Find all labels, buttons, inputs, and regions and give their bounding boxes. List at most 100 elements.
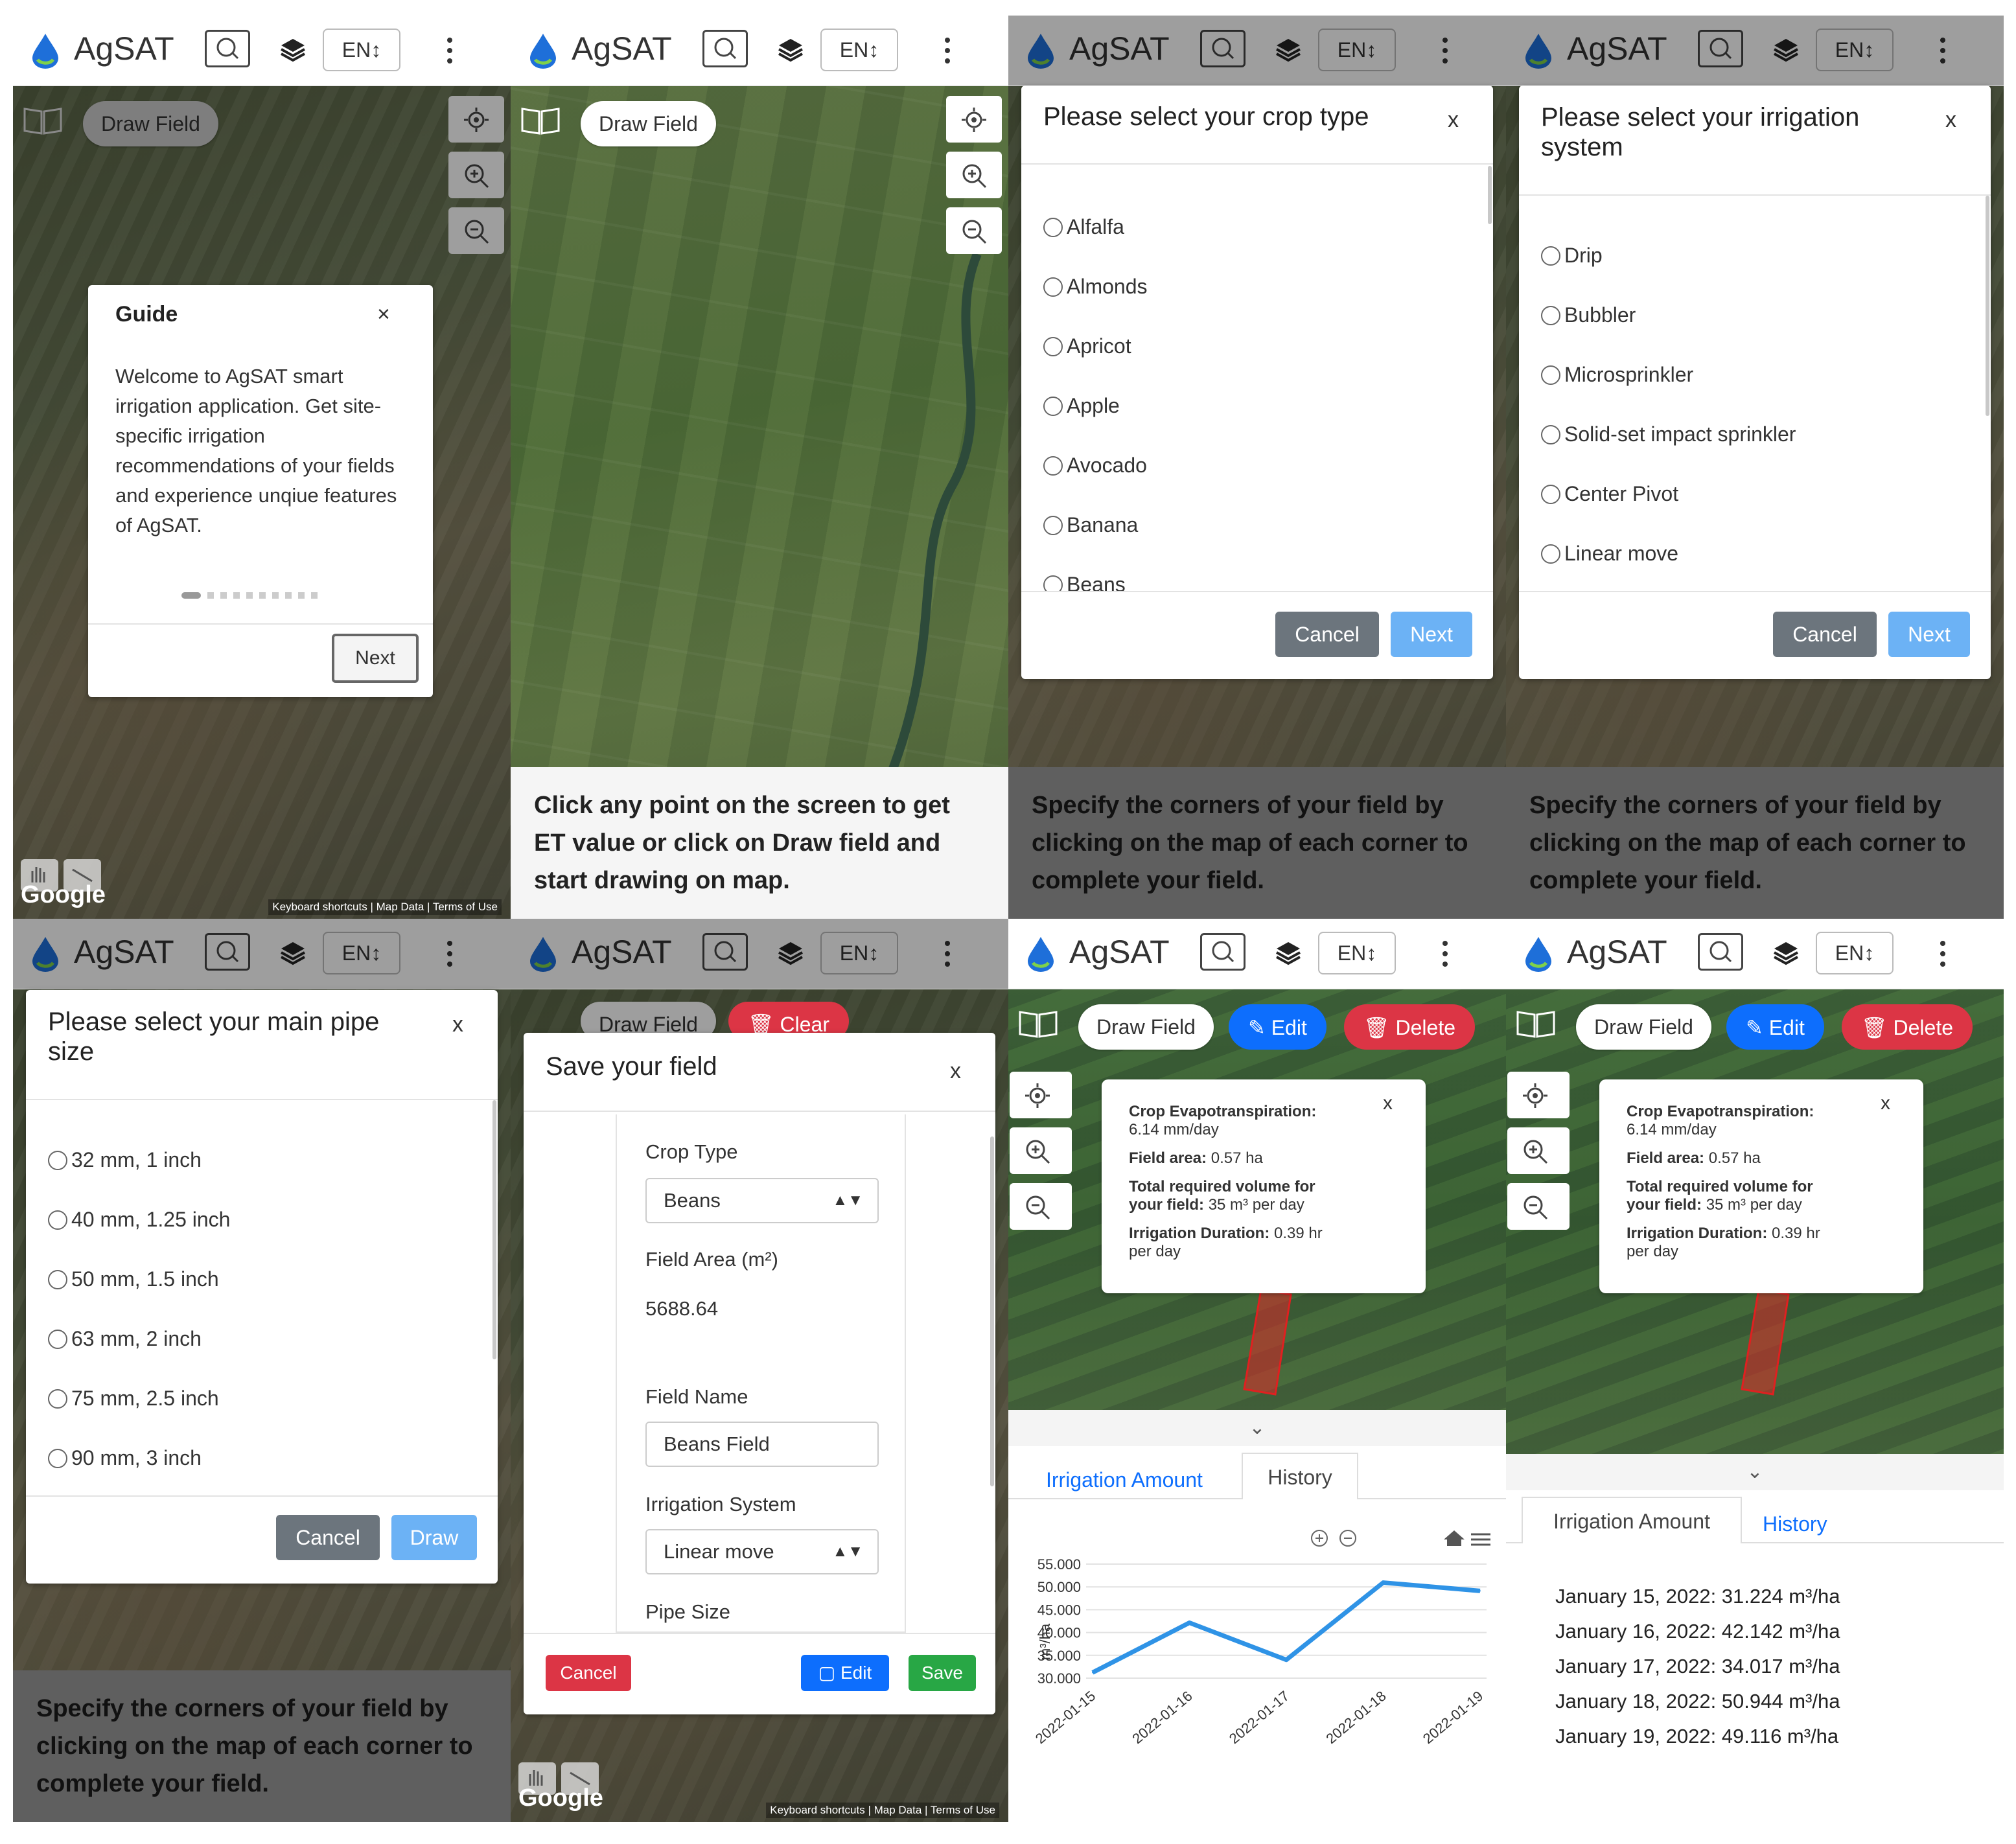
language-select[interactable]: EN↕ (1318, 932, 1396, 974)
zoom-out-button[interactable] (1010, 1183, 1072, 1230)
option-drip[interactable]: Drip (1541, 244, 1603, 268)
option-beans[interactable]: Beans (1043, 573, 1126, 591)
map-footer[interactable]: Keyboard shortcuts | Map Data | Terms of… (268, 899, 502, 915)
popup-close-button[interactable]: x (1881, 1092, 1890, 1114)
irrigation-system-select[interactable]: Linear move ▲▼ (645, 1529, 879, 1574)
modal-close-button[interactable]: x (1945, 108, 1956, 132)
cancel-button[interactable]: Cancel (276, 1515, 380, 1560)
delete-button[interactable]: 🗑 Delete (1344, 1004, 1476, 1050)
search-button[interactable] (205, 30, 250, 67)
language-select[interactable]: EN↕ (1318, 29, 1396, 71)
edit-button[interactable]: ▢ Edit (801, 1655, 889, 1691)
option-center-pivot[interactable]: Center Pivot (1541, 482, 1678, 506)
option-75mm[interactable]: 75 mm, 2.5 inch (48, 1387, 219, 1411)
option-bubbler[interactable]: Bubbler (1541, 303, 1636, 327)
hand-icon[interactable] (518, 1762, 603, 1795)
tab-history[interactable]: History (1763, 1512, 1827, 1536)
cancel-button[interactable]: Cancel (546, 1655, 631, 1691)
locate-button[interactable] (946, 96, 1002, 143)
scrollbar[interactable] (492, 1100, 496, 1359)
option-40mm[interactable]: 40 mm, 1.25 inch (48, 1208, 230, 1232)
crop-type-select[interactable]: Beans ▲▼ (645, 1178, 879, 1223)
layers-icon[interactable] (280, 36, 306, 62)
language-select[interactable]: EN↕ (820, 29, 898, 71)
kebab-menu-icon[interactable] (445, 936, 455, 972)
scrollbar[interactable] (1488, 166, 1492, 224)
option-apricot[interactable]: Apricot (1043, 334, 1131, 358)
home-icon[interactable] (1444, 1530, 1465, 1546)
irrigation-chart[interactable]: 55.000 50.000 45.000 40.000 35.000 30.000 202… (1008, 1512, 1506, 1758)
search-button[interactable] (205, 933, 250, 971)
language-select[interactable]: EN↕ (820, 932, 898, 974)
zoom-in-button[interactable] (946, 152, 1002, 198)
popup-close-button[interactable]: x (1383, 1092, 1393, 1114)
option-alfalfa[interactable]: Alfalfa (1043, 215, 1124, 239)
layers-icon[interactable] (1275, 36, 1301, 62)
option-90mm[interactable]: 90 mm, 3 inch (48, 1446, 202, 1470)
search-button[interactable] (702, 30, 748, 67)
layers-icon[interactable] (1773, 36, 1799, 62)
cancel-button[interactable]: Cancel (1275, 612, 1379, 657)
field-name-input[interactable]: Beans Field (645, 1422, 879, 1467)
draw-field-button[interactable]: Draw Field (1078, 1004, 1214, 1050)
guide-close-button[interactable]: × (377, 302, 390, 327)
option-linear-move[interactable]: Linear move (1541, 542, 1678, 566)
data-point[interactable] (1382, 1582, 1384, 1584)
edit-button[interactable]: ✎ Edit (1229, 1004, 1327, 1050)
modal-close-button[interactable]: x (1448, 108, 1459, 132)
option-banana[interactable]: Banana (1043, 513, 1138, 537)
delete-button[interactable]: 🗑 Delete (1842, 1004, 1973, 1050)
option-avocado[interactable]: Avocado (1043, 454, 1147, 478)
scrollbar[interactable] (990, 1136, 994, 1486)
edit-button[interactable]: ✎ Edit (1726, 1004, 1824, 1050)
kebab-menu-icon[interactable] (942, 936, 953, 972)
data-point[interactable] (1188, 1622, 1190, 1624)
modal-close-button[interactable]: x (950, 1059, 961, 1083)
tab-irrigation-amount[interactable]: Irrigation Amount (1046, 1468, 1203, 1492)
layers-icon[interactable] (778, 36, 804, 62)
book-icon[interactable] (520, 105, 561, 135)
draw-field-button[interactable]: Draw Field (581, 101, 716, 146)
kebab-menu-icon[interactable] (1938, 936, 1948, 972)
search-button[interactable] (1200, 30, 1246, 67)
data-point[interactable] (1479, 1590, 1481, 1592)
chevron-down-icon[interactable]: ⌄ (1008, 1410, 1506, 1446)
option-solid-set[interactable]: Solid-set impact sprinkler (1541, 422, 1796, 446)
kebab-menu-icon[interactable] (1440, 32, 1450, 69)
search-button[interactable] (702, 933, 748, 971)
option-32mm[interactable]: 32 mm, 1 inch (48, 1148, 202, 1172)
field-polygon[interactable] (1739, 1287, 1791, 1397)
language-select[interactable]: EN↕ (1816, 932, 1894, 974)
locate-button[interactable] (1010, 1072, 1072, 1118)
kebab-menu-icon[interactable] (942, 32, 953, 69)
locate-button[interactable] (1507, 1072, 1570, 1118)
plus-circle-icon[interactable] (1311, 1530, 1328, 1547)
map-footer[interactable]: Keyboard shortcuts | Map Data | Terms of… (766, 1803, 999, 1818)
option-63mm[interactable]: 63 mm, 2 inch (48, 1327, 202, 1351)
hand-icon[interactable] (21, 859, 105, 892)
layers-icon[interactable] (778, 939, 804, 965)
option-almonds[interactable]: Almonds (1043, 275, 1148, 299)
zoom-in-button[interactable] (448, 152, 504, 198)
kebab-menu-icon[interactable] (1440, 936, 1450, 972)
zoom-out-button[interactable] (448, 207, 504, 254)
zoom-in-button[interactable] (1010, 1127, 1072, 1174)
option-50mm[interactable]: 50 mm, 1.5 inch (48, 1267, 219, 1291)
save-button[interactable]: Save (909, 1655, 976, 1691)
draw-field-button[interactable]: Draw Field (83, 101, 218, 146)
kebab-menu-icon[interactable] (445, 32, 455, 69)
next-button[interactable]: Next (1391, 612, 1472, 657)
scrollbar[interactable] (1986, 196, 1989, 416)
data-point[interactable] (1286, 1659, 1287, 1661)
locate-button[interactable] (448, 96, 504, 143)
layers-icon[interactable] (280, 939, 306, 965)
book-icon[interactable] (1017, 1008, 1059, 1038)
modal-close-button[interactable]: x (452, 1012, 463, 1037)
guide-next-button[interactable]: Next (332, 634, 419, 683)
field-polygon[interactable] (1242, 1287, 1293, 1397)
minus-circle-icon[interactable] (1339, 1530, 1356, 1547)
zoom-in-button[interactable] (1507, 1127, 1570, 1174)
option-apple[interactable]: Apple (1043, 394, 1120, 418)
search-button[interactable] (1200, 933, 1246, 971)
hamburger-icon[interactable] (1471, 1533, 1490, 1546)
